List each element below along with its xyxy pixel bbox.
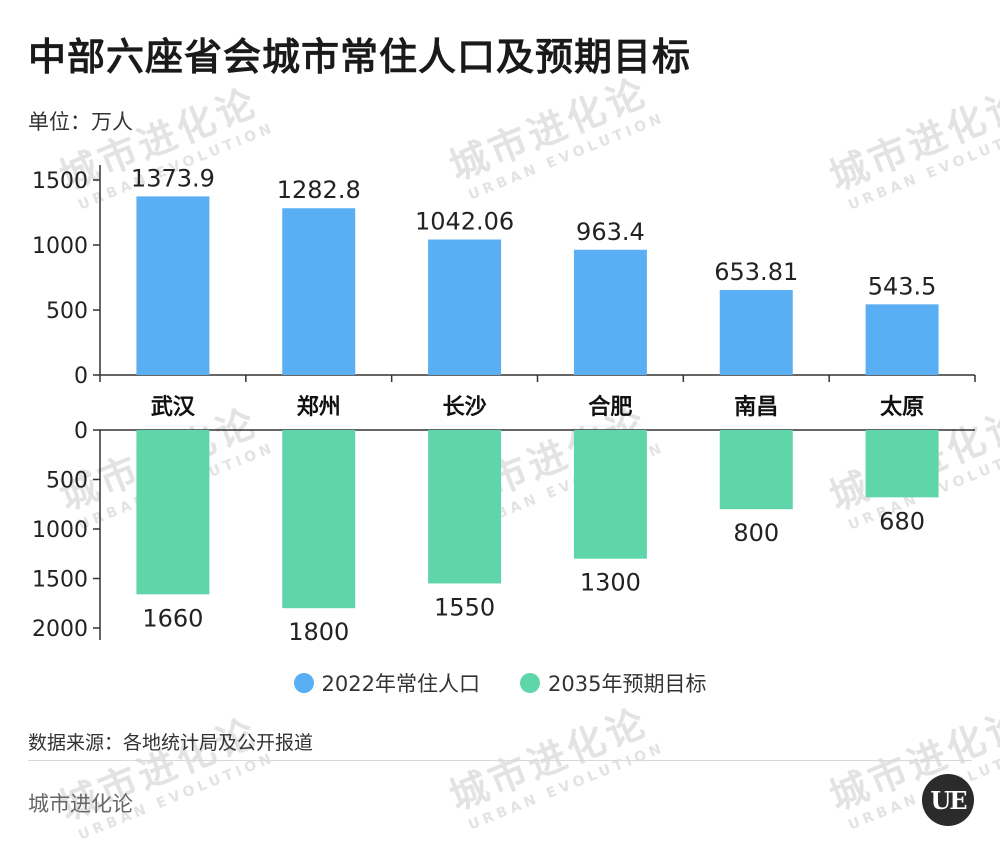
top-y-tick-label: 0 (74, 364, 88, 389)
bottom-y-tick-label: 500 (46, 469, 88, 494)
category-label: 长沙 (443, 395, 487, 420)
bar-2035 (428, 430, 502, 584)
category-label: 南昌 (734, 395, 778, 420)
bottom-y-tick-label: 2000 (32, 617, 88, 642)
bottom-y-tick-label: 0 (74, 419, 88, 444)
data-label-2022: 1373.9 (131, 164, 215, 192)
legend-item-2022: 2022年常住人口 (293, 668, 480, 698)
legend: 2022年常住人口 2035年预期目标 (0, 668, 1000, 698)
bar-2022 (136, 196, 210, 375)
top-y-tick-label: 1000 (32, 234, 88, 259)
bar-2035 (719, 430, 793, 510)
bar-2022 (865, 304, 939, 375)
bottom-y-tick-label: 1500 (32, 568, 88, 593)
brand-name: 城市进化论 (28, 792, 133, 816)
bar-2035 (865, 430, 939, 498)
data-label-2035: 1800 (288, 618, 349, 646)
bar-2035 (282, 430, 356, 609)
population-chart: 0 500 1000 1500 0 500 1000 1500 2000 1373.9 武汉 1660… (32, 164, 976, 646)
data-label-2022: 963.4 (576, 218, 645, 246)
bar-2035 (136, 430, 210, 595)
watermark: 城市进化论 URBAN EVOLUTION (50, 699, 277, 846)
data-label-2035: 1550 (434, 593, 495, 621)
legend-swatch-2035 (520, 673, 540, 693)
data-label-2035: 1300 (580, 569, 641, 597)
watermark-en: URBAN EVOLUTION (846, 739, 1000, 834)
brand-logo: UE (922, 774, 974, 826)
bar-2022 (282, 208, 356, 375)
watermark-cn: 城市进化论 (443, 699, 655, 820)
legend-label-2035: 2035年预期目标 (548, 672, 707, 696)
data-label-2022: 543.5 (868, 272, 937, 300)
data-label-2035: 800 (733, 519, 779, 547)
legend-swatch-2022 (293, 673, 314, 693)
category-label: 武汉 (151, 395, 196, 420)
watermark-en: URBAN EVOLUTION (466, 739, 668, 834)
chart-title: 中部六座省会城市常住人口及预期目标 (28, 35, 692, 79)
data-label-2022: 1282.8 (277, 176, 361, 204)
legend-label-2022: 2022年常住人口 (321, 672, 480, 696)
data-source: 数据来源：各地统计局及公开报道 (28, 732, 314, 754)
bottom-y-tick-label: 1000 (32, 518, 88, 543)
bar-2035 (573, 430, 647, 559)
bar-2022 (573, 249, 647, 375)
category-label: 郑州 (297, 395, 341, 420)
unit-label: 单位：万人 (28, 110, 133, 134)
bar-2022 (428, 239, 502, 375)
category-label: 合肥 (588, 394, 632, 420)
divider (28, 760, 972, 761)
top-y-tick-label: 1500 (32, 169, 88, 194)
watermark: 城市进化论 URBAN EVOLUTION (440, 689, 667, 836)
top-y-tick-label: 500 (46, 299, 88, 324)
data-label-2035: 680 (879, 507, 925, 535)
data-label-2022: 653.81 (714, 258, 798, 286)
data-label-2022: 1042.06 (415, 208, 514, 236)
watermark: 城市进化论 URBAN EVOLUTION (820, 689, 1000, 836)
bar-2022 (719, 290, 793, 375)
data-label-2035: 1660 (142, 604, 203, 632)
category-label: 太原 (880, 395, 924, 420)
legend-item-2035: 2035年预期目标 (520, 668, 706, 698)
